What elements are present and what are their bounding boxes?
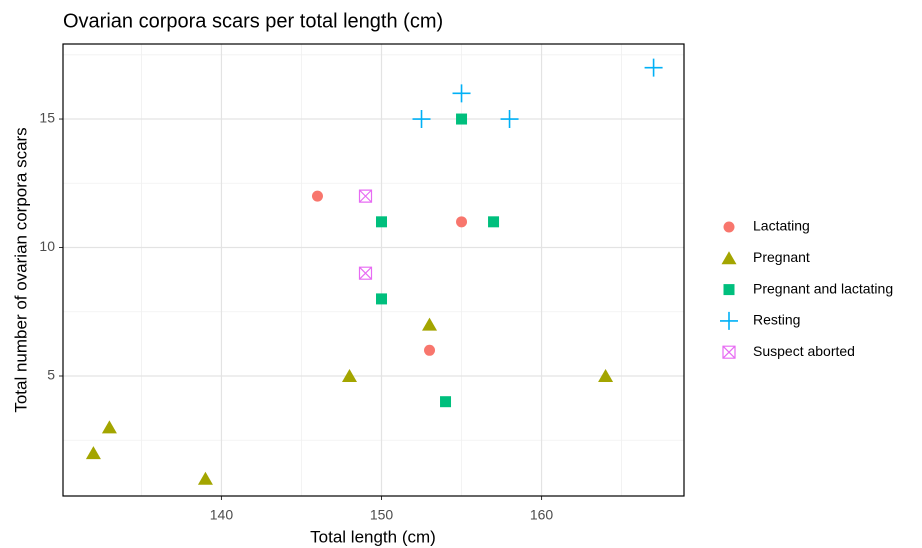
marker	[85, 446, 101, 460]
marker	[424, 344, 436, 356]
marker	[720, 311, 738, 330]
marker	[341, 368, 357, 382]
point	[101, 420, 117, 434]
marker	[311, 190, 323, 202]
y-tick-label: 15	[39, 110, 55, 126]
legend-label: Resting	[753, 312, 800, 328]
point	[500, 110, 519, 129]
y-axis-label: Total number of ovarian corpora scars	[11, 127, 30, 412]
legend-label: Pregnant and lactating	[753, 280, 893, 296]
x-tick-label: 140	[210, 507, 234, 523]
marker	[101, 420, 117, 434]
x-axis-label: Total length (cm)	[310, 527, 436, 546]
legend-label: Suspect aborted	[753, 343, 855, 359]
marker	[358, 266, 373, 280]
marker	[721, 251, 737, 265]
marker	[376, 216, 388, 228]
point	[452, 84, 471, 103]
marker	[723, 284, 735, 296]
point	[376, 293, 388, 305]
point	[341, 368, 357, 382]
point	[488, 216, 500, 228]
marker	[488, 216, 500, 228]
marker	[500, 110, 519, 129]
legend-key	[720, 311, 738, 330]
marker	[376, 293, 388, 305]
point	[358, 189, 373, 203]
y-tick-label: 5	[47, 367, 55, 383]
point	[85, 446, 101, 460]
y-tick-label: 10	[39, 238, 55, 254]
point	[644, 58, 663, 77]
legend-key	[721, 251, 737, 265]
point	[598, 368, 614, 382]
point	[424, 344, 436, 356]
marker	[412, 110, 431, 129]
legend-key	[722, 345, 736, 359]
marker	[197, 471, 213, 485]
point	[456, 113, 468, 125]
point	[440, 396, 452, 408]
point	[422, 317, 438, 331]
marker	[358, 189, 373, 203]
legend-key	[723, 284, 735, 296]
marker	[722, 345, 736, 359]
marker	[440, 396, 452, 408]
marker	[598, 368, 614, 382]
legend-label: Pregnant	[753, 249, 810, 265]
marker	[456, 216, 468, 228]
point	[311, 190, 323, 202]
marker	[422, 317, 438, 331]
marker	[723, 221, 735, 233]
panel-border	[62, 43, 685, 497]
legend-key	[723, 221, 735, 233]
marker	[456, 113, 468, 125]
x-tick-label: 150	[370, 507, 394, 523]
point	[456, 216, 468, 228]
marker	[452, 84, 471, 103]
legend-label: Lactating	[753, 218, 810, 234]
x-tick-label: 160	[530, 507, 554, 523]
point	[197, 471, 213, 485]
chart-title: Ovarian corpora scars per total length (…	[63, 10, 443, 32]
point	[412, 110, 431, 129]
point	[376, 216, 388, 228]
marker	[644, 58, 663, 77]
point	[358, 266, 373, 280]
